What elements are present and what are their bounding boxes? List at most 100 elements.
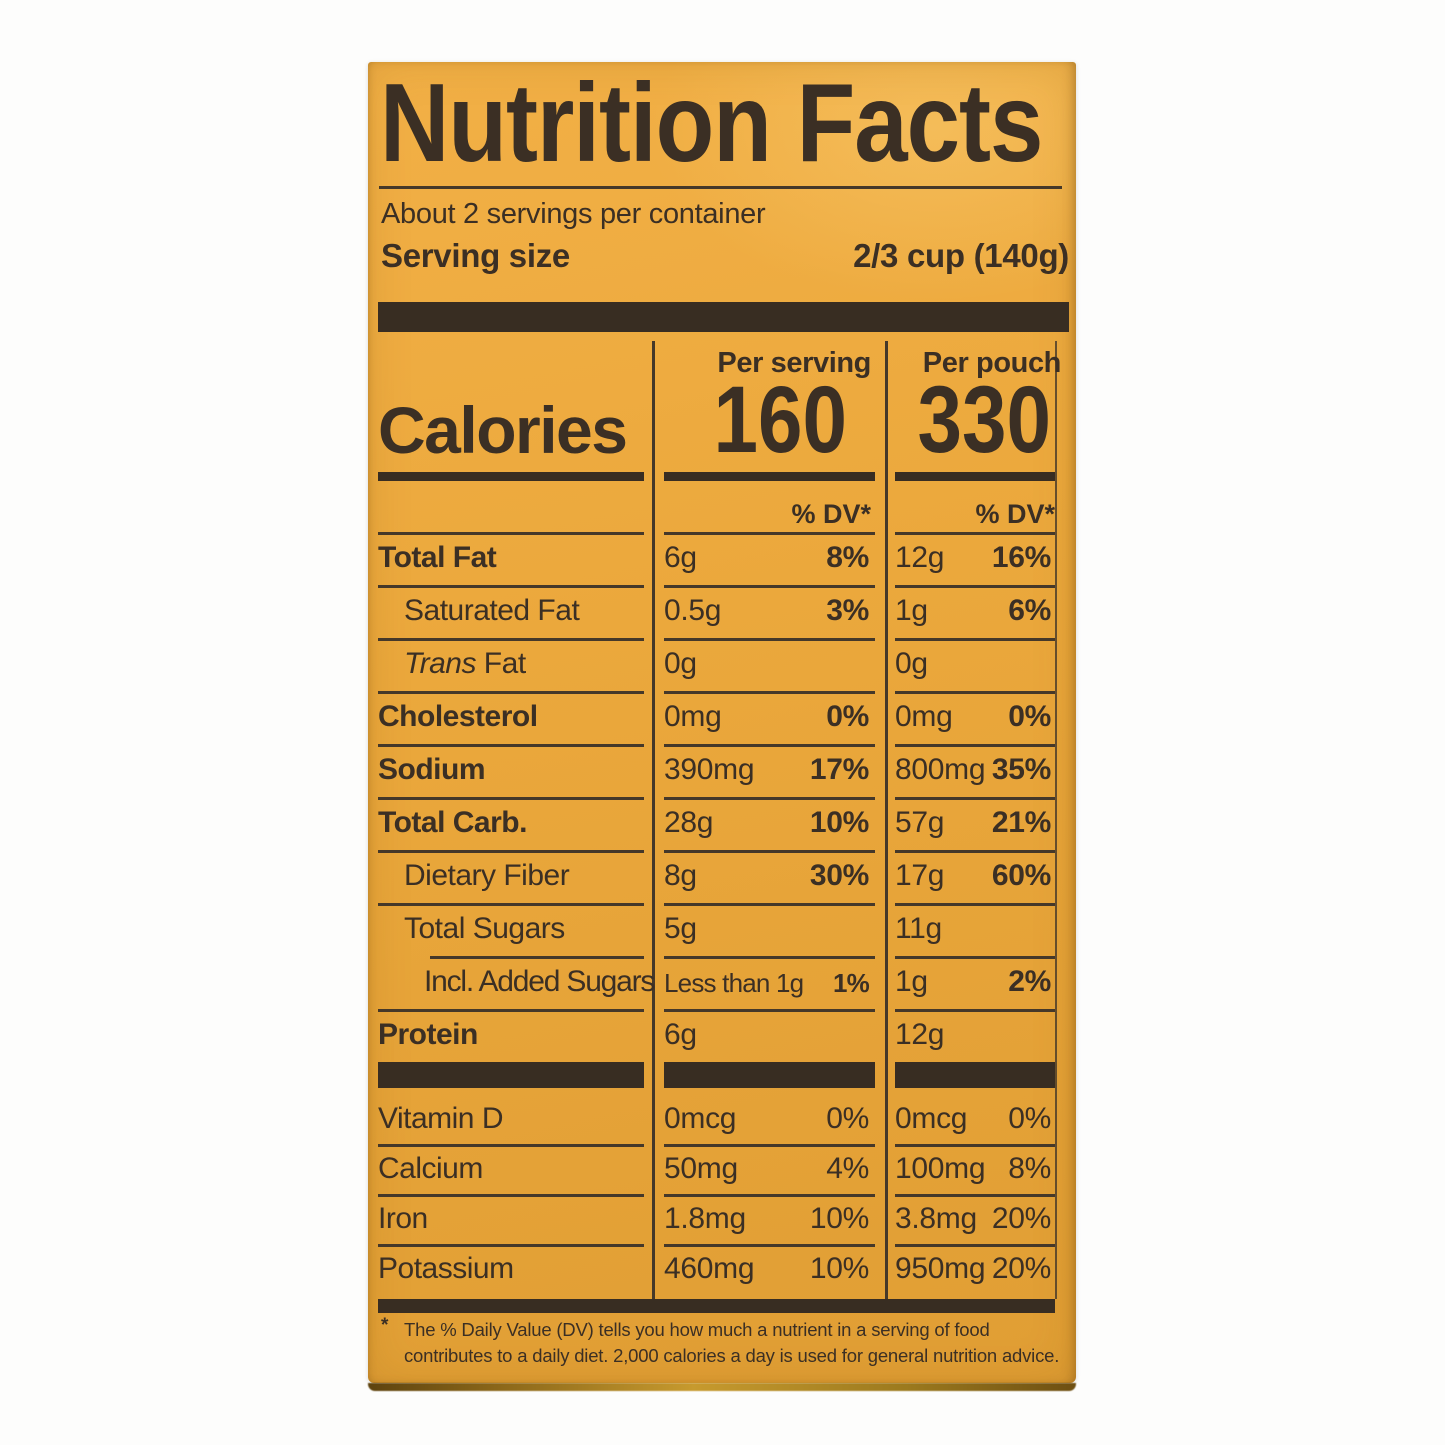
row-separator-serving: [664, 1194, 875, 1197]
row-name: Incl. Added Sugars: [424, 965, 655, 999]
row-name-text: Potassium: [378, 1252, 514, 1285]
row-serving-cell: 8g 30%: [664, 859, 869, 893]
nutrient-row: Protein 6g 12g: [368, 1009, 1076, 1062]
row-pouch-cell: 12g: [895, 1018, 1051, 1052]
serving-dv: 4%: [826, 1152, 869, 1185]
pouch-amount: 0mg: [895, 700, 953, 733]
row-separator-serving: [664, 956, 875, 959]
row-pouch-cell: 17g 60%: [895, 859, 1051, 893]
row-serving-cell: Less than 1g 1%: [664, 965, 870, 999]
row-name: Total Fat: [378, 541, 497, 575]
row-serving-cell: 0.5g 3%: [664, 594, 869, 628]
calories-underline-serving: [664, 472, 875, 481]
row-pouch-cell: 0mcg 0%: [895, 1102, 1051, 1136]
row-separator-serving: [664, 1144, 875, 1147]
pouch-dv: 35%: [991, 753, 1051, 786]
serving-dv: 8%: [826, 541, 869, 574]
pouch-amount: 12g: [895, 1018, 945, 1051]
serving-dv: 3%: [826, 594, 869, 627]
nutrient-row: Iron 1.8mg 10% 3.8mg 20%: [368, 1194, 1076, 1244]
row-pouch-cell: 1g 2%: [895, 965, 1051, 999]
row-serving-cell: 6g 8%: [664, 541, 869, 575]
pouch-amount: 3.8mg: [895, 1202, 977, 1235]
footnote-text: The % Daily Value (DV) tells you how muc…: [404, 1319, 1060, 1366]
serving-dv: 10%: [809, 1252, 869, 1285]
row-separator-pouch: [895, 903, 1055, 906]
pouch-amount: 950mg: [895, 1252, 986, 1285]
serving-amount: 6g: [664, 541, 697, 574]
row-serving-cell: 390mg 17%: [664, 753, 869, 787]
serving-amount: 1.8mg: [664, 1202, 746, 1235]
row-separator-pouch: [895, 850, 1055, 853]
dv-header-serving: % DV*: [791, 499, 871, 529]
row-name: Protein: [378, 1018, 478, 1052]
row-serving-cell: 6g: [664, 1018, 869, 1052]
row-separator-left: [378, 638, 644, 641]
row-name-text: Total Fat: [378, 541, 497, 574]
row-separator-left: [378, 1144, 644, 1147]
row-separator-left: [430, 956, 644, 959]
column-divider-serving: [652, 341, 655, 1299]
nutrient-row: Total Carb. 28g 10% 57g 21%: [368, 797, 1076, 850]
row-name: Vitamin D: [378, 1102, 504, 1136]
row-pouch-cell: 800mg 35%: [895, 753, 1051, 787]
row-separator-pouch: [895, 744, 1055, 747]
row-pouch-cell: 100mg 8%: [895, 1152, 1051, 1186]
row-serving-cell: 0g: [664, 647, 869, 681]
pouch-dv: 6%: [1008, 594, 1051, 627]
pouch-dv: 20%: [991, 1252, 1051, 1285]
nutrient-row: Total Sugars 5g 11g: [368, 903, 1076, 956]
serving-dv: 17%: [809, 753, 869, 786]
calories-per-serving-value: 160: [713, 367, 847, 473]
row-serving-cell: 460mg 10%: [664, 1252, 869, 1286]
footnote-asterisk: *: [381, 1315, 389, 1336]
row-serving-cell: 50mg 4%: [664, 1152, 869, 1186]
row-pouch-cell: 11g: [895, 912, 1051, 946]
pouch-dv: 0%: [1008, 1102, 1051, 1135]
row-serving-cell: 1.8mg 10%: [664, 1202, 869, 1236]
pouch-dv: 8%: [1008, 1152, 1051, 1185]
row-name-text: Sodium: [378, 753, 486, 786]
pouch-amount: 57g: [895, 806, 945, 839]
calories-underline-pouch: [895, 472, 1055, 481]
row-name-text: Saturated Fat: [404, 594, 580, 627]
serving-dv: 0%: [826, 700, 869, 733]
row-separator-left: [378, 744, 644, 747]
row-separator-pouch: [895, 532, 1055, 535]
row-separator-serving: [664, 1009, 875, 1012]
nutrient-row: Vitamin D 0mcg 0% 0mcg 0%: [368, 1094, 1076, 1144]
row-separator-pouch: [895, 638, 1055, 641]
pouch-amount: 0g: [895, 647, 928, 680]
serving-amount: 460mg: [664, 1252, 755, 1285]
column-divider-pouch: [885, 341, 888, 1299]
row-name: Calcium: [378, 1152, 483, 1186]
pouch-dv: 16%: [991, 541, 1051, 574]
row-separator-serving: [664, 744, 875, 747]
nutrient-row: Total Fat 6g 8% 12g 16%: [368, 532, 1076, 585]
row-separator-serving: [664, 585, 875, 588]
row-separator-left: [378, 691, 644, 694]
row-separator-left: [378, 903, 644, 906]
vitamin-rows: Vitamin D 0mcg 0% 0mcg 0% Calcium 50mg 4% 1…: [368, 1094, 1076, 1294]
per-pouch-header: Per pouch: [922, 347, 1062, 379]
label-title: Nutrition Facts: [380, 61, 1043, 186]
row-separator-pouch: [895, 585, 1055, 588]
pouch-amount: 17g: [895, 859, 945, 892]
row-pouch-cell: 0mg 0%: [895, 700, 1051, 734]
pouch-amount: 12g: [895, 541, 945, 574]
row-pouch-cell: 0g: [895, 647, 1051, 681]
serving-amount: 6g: [664, 1018, 697, 1051]
serving-dv: 10%: [809, 806, 869, 839]
pouch-amount: 11g: [895, 912, 942, 945]
row-separator-left: [378, 532, 644, 535]
serving-amount: 50mg: [664, 1152, 738, 1185]
row-separator-pouch: [895, 1009, 1055, 1012]
calories-label: Calories: [378, 393, 628, 467]
row-name: Trans Fat: [404, 647, 526, 681]
row-separator-serving: [664, 797, 875, 800]
row-separator-serving: [664, 903, 875, 906]
row-name-text: Dietary Fiber: [404, 859, 570, 892]
section-bar-thick: [378, 302, 1069, 332]
row-separator-pouch: [895, 1244, 1055, 1247]
row-name: Total Carb.: [378, 806, 527, 840]
